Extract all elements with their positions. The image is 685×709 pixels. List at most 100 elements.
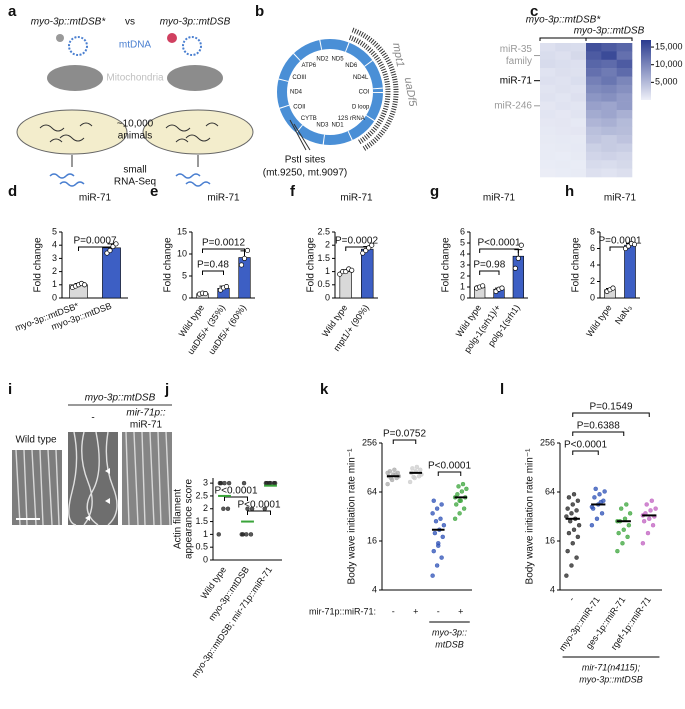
- data-point: [262, 506, 267, 511]
- data-point: [440, 534, 445, 540]
- data-point: [566, 530, 572, 536]
- heatmap-cell: [570, 59, 587, 69]
- chart-title: miR-71: [79, 193, 112, 204]
- heatmap-cell: [555, 68, 571, 77]
- panel-letter: l: [500, 381, 504, 398]
- data-point: [385, 481, 390, 487]
- p-value: P=0.48: [197, 260, 229, 271]
- data-point: [414, 464, 420, 470]
- x-tick-label: NaN₃: [613, 303, 634, 327]
- group-label: myo-3p::mtDSB: [579, 674, 643, 684]
- data-point: [625, 534, 630, 540]
- data-point: [645, 530, 651, 536]
- y-tick-label: 64: [367, 486, 377, 496]
- data-point: [650, 523, 656, 528]
- y-tick-label: 3: [203, 478, 208, 488]
- rna: [49, 173, 211, 187]
- data-point: [107, 247, 113, 254]
- y-tick-label: 0: [460, 292, 465, 302]
- data-point: [592, 495, 597, 500]
- y-tick-label: 4: [460, 248, 465, 258]
- data-point: [589, 523, 595, 528]
- data-point: [223, 284, 230, 290]
- data-point: [515, 255, 521, 261]
- heatmap-cell: [586, 84, 602, 94]
- data-point: [464, 486, 469, 492]
- heatmap-cell: [586, 93, 602, 102]
- gene-label: COI: [359, 90, 370, 96]
- data-point: [202, 291, 209, 297]
- panel-letter: b: [255, 3, 264, 20]
- y-tick-label: 6: [460, 226, 465, 236]
- column-group-label: myo-3p::mtDSB*: [526, 15, 602, 26]
- data-point: [570, 541, 575, 546]
- worms: [39, 122, 219, 143]
- heatmap-cell: [570, 168, 587, 178]
- row-label: miR-246: [494, 100, 532, 111]
- data-point: [499, 285, 505, 291]
- y-tick-label: 15: [177, 226, 187, 236]
- y-tick-label: 2: [325, 240, 330, 250]
- group-label: myo-3p::: [432, 627, 468, 637]
- column-group-label: myo-3p::mtDSB: [574, 26, 645, 37]
- gene-label: ND6: [345, 63, 358, 69]
- y-tick-label: 0: [203, 554, 208, 564]
- mpt1-deletion: [348, 35, 391, 145]
- heatmap-cell: [555, 93, 571, 102]
- data-point: [369, 242, 375, 248]
- heatmap-cell: [540, 43, 556, 52]
- y-tick-label: 6: [590, 243, 595, 253]
- strain-label: myo-3p::mtDSB: [85, 393, 156, 404]
- gene-borders: [277, 39, 383, 145]
- data-point: [644, 502, 649, 507]
- heatmap-cell: [601, 84, 617, 94]
- mito-label: Mitochondria: [106, 73, 164, 84]
- data-point: [221, 506, 226, 511]
- data-point: [248, 532, 254, 537]
- heatmap-cell: [616, 160, 633, 169]
- y-tick-label: 4: [52, 240, 57, 250]
- p-value: P<0.0001: [564, 440, 608, 451]
- y-axis-label: Fold change: [163, 237, 174, 292]
- heatmap-cell: [586, 118, 602, 128]
- p-value: P=0.0001: [598, 236, 642, 247]
- heatmap-cell: [586, 151, 602, 161]
- chart-title: miR-71: [207, 193, 240, 204]
- psti-sites: (mt.9250, mt.9097): [263, 168, 347, 179]
- vs-label: vs: [125, 17, 135, 28]
- data-point: [575, 498, 581, 503]
- data-point: [564, 573, 569, 578]
- heatmap-cell: [601, 93, 617, 102]
- heatmap-cell: [586, 51, 602, 61]
- comparison-bracket: [572, 412, 650, 417]
- data-point: [575, 534, 581, 540]
- gene-label: ND1: [332, 123, 345, 129]
- data-point: [244, 247, 251, 254]
- data-point: [225, 506, 231, 511]
- p-value: P=0.0007: [73, 236, 117, 247]
- y-tick-label: 1.5: [317, 253, 330, 263]
- data-point: [241, 480, 247, 486]
- data-point: [626, 523, 632, 528]
- data-point: [455, 492, 460, 497]
- filaments: [15, 431, 171, 526]
- data-point: [622, 516, 628, 521]
- y-tick-label: 2: [590, 276, 595, 286]
- gene-label: ND4: [290, 90, 303, 96]
- data-point: [434, 506, 440, 511]
- heatmap-cell: [570, 93, 587, 102]
- y-axis-label: Body wave initiation rate min⁻¹: [347, 448, 358, 585]
- mtdna-icon: [68, 36, 88, 56]
- row-label: family: [506, 56, 532, 67]
- data-point: [619, 506, 624, 511]
- heatmap-cell: [616, 118, 633, 128]
- heatmap-cell: [570, 126, 587, 136]
- data-point: [512, 265, 518, 271]
- data-point: [432, 530, 438, 536]
- data-point: [459, 489, 465, 494]
- heatmap-cell: [586, 68, 602, 77]
- y-tick-label: 256: [540, 437, 555, 447]
- data-point: [461, 506, 467, 511]
- data-point: [113, 241, 119, 247]
- heatmap-cell: [540, 51, 556, 61]
